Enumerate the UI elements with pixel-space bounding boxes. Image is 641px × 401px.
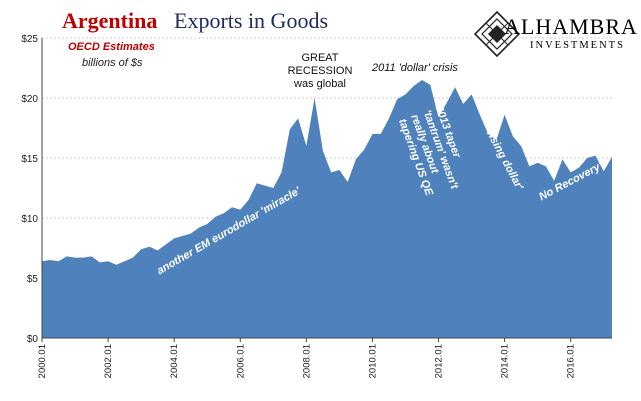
chart-title-country: Argentina — [62, 8, 158, 33]
y-tick-label: $25 — [21, 34, 38, 45]
y-axis-tick-labels: $0 $5 $10 $15 $20 $25 — [21, 34, 38, 345]
x-tick-label: 2012.01 — [434, 344, 445, 378]
y-tick-label: $0 — [27, 334, 39, 345]
y-tick-label: $5 — [27, 274, 39, 285]
annotation-dollar-crisis: 2011 'dollar' crisis — [372, 62, 458, 74]
logo-wordmark: ALHAMBRA — [504, 14, 638, 39]
y-tick-label: $15 — [21, 154, 38, 165]
chart-title-rest: Exports in Goods — [174, 8, 328, 33]
x-tick-label: 2004.01 — [169, 344, 180, 378]
chart-subtitle-units: billions of $s — [82, 57, 143, 69]
chart-subtitle-source: OECD Estimates — [68, 41, 155, 53]
x-tick-label: 2008.01 — [301, 344, 312, 378]
logo-tagline: INVESTMENTS — [530, 40, 625, 51]
y-tick-label: $10 — [21, 214, 38, 225]
x-tick-label: 2002.01 — [103, 344, 114, 378]
x-axis-tick-labels: 2000.01 2002.01 2004.01 2006.01 2008.01 2010.… — [37, 338, 577, 378]
exports-area-series — [42, 80, 612, 338]
alhambra-logo — [473, 10, 521, 58]
x-tick-label: 2016.01 — [566, 344, 577, 378]
x-tick-label: 2000.01 — [37, 344, 48, 378]
x-tick-label: 2010.01 — [367, 344, 378, 378]
y-tick-label: $20 — [21, 94, 38, 105]
x-tick-label: 2006.01 — [235, 344, 246, 378]
diamond-lattice-icon — [473, 10, 521, 58]
annotation-great-recession: GREAT RECESSION was global — [287, 52, 353, 90]
x-tick-label: 2014.01 — [500, 344, 511, 378]
